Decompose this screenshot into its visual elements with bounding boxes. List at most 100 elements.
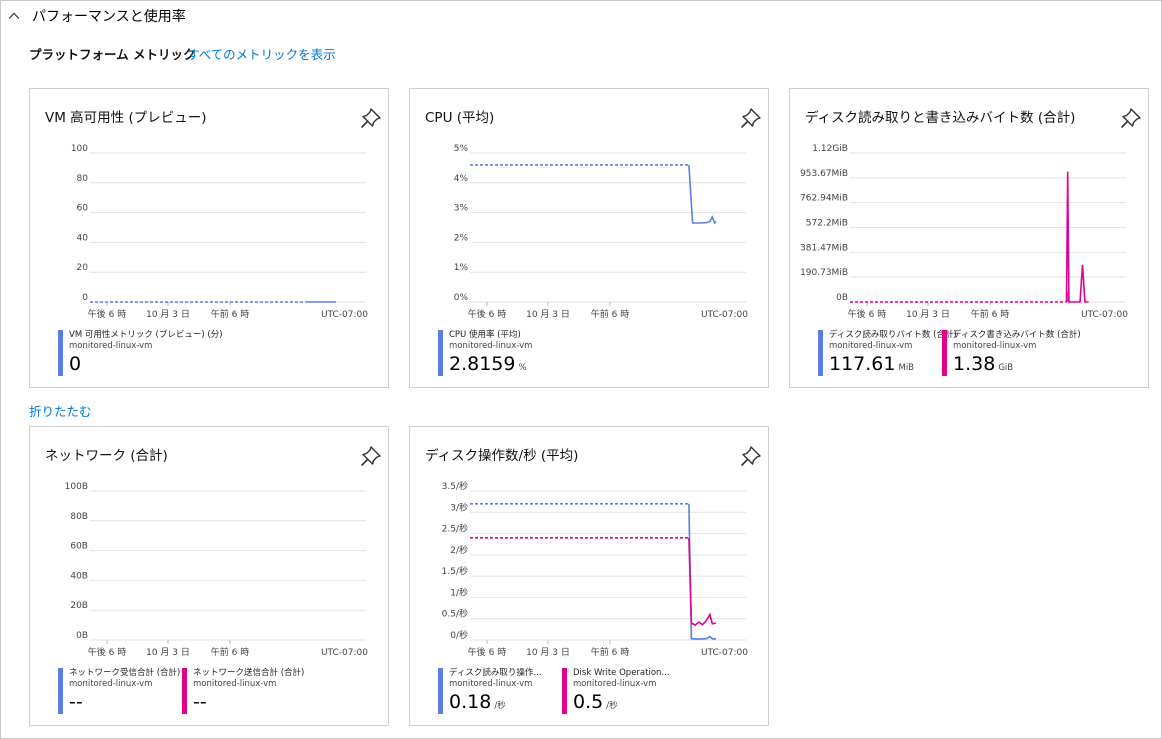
y-tick-label: 4%: [454, 174, 469, 184]
metric-card[interactable]: ネットワーク (合計) 100B 80B 60B 40B 20B 0B 午後 6 時 10 月 …: [29, 426, 389, 726]
timezone-label: UTC-07:00: [321, 648, 368, 658]
legend-color-bar: [438, 330, 443, 376]
y-tick-label: 0/秒: [450, 629, 468, 641]
legend-text: ネットワーク送信合計 (合計) monitored-linux-vm --: [193, 668, 304, 716]
legend-item[interactable]: CPU 使用率 (平均) monitored-linux-vm 2.8159%: [438, 330, 532, 378]
legend-resource: monitored-linux-vm: [449, 341, 533, 351]
legend-item[interactable]: ディスク読み取り操作... monitored-linux-vm 0.18/秒: [438, 668, 542, 716]
x-tick-label: 10 月 3 日: [146, 309, 190, 320]
series-line: [688, 503, 717, 640]
legend-color-bar: [438, 668, 443, 714]
y-tick-label: 0%: [454, 293, 469, 303]
legend-value-row: 117.61 MiB: [829, 353, 957, 379]
metric-card[interactable]: ディスク操作数/秒 (平均) 3.5/秒 3/秒 2.5/秒 2/秒 1.5/秒 1/秒 0.…: [409, 426, 769, 726]
y-tick-label: 80: [77, 174, 89, 184]
metric-card[interactable]: CPU (平均) 5% 4% 3% 2% 1% 0% 午後 6 時 10 月 3 日 午前 6 時…: [409, 88, 769, 388]
y-tick-label: 762.94MiB: [800, 194, 848, 204]
legend-label: VM 可用性メトリック (プレビュー) (分): [69, 330, 223, 340]
y-tick-label: 1%: [454, 263, 469, 273]
legend-color-bar: [58, 330, 63, 376]
legend-item[interactable]: VM 可用性メトリック (プレビュー) (分) monitored-linux-v…: [58, 330, 223, 378]
legend-label: ネットワーク受信合計 (合計): [69, 668, 181, 678]
y-tick-label: 1.12GiB: [812, 144, 848, 154]
view-all-metrics-link[interactable]: すべてのメトリックを表示: [187, 47, 336, 62]
x-tick-label: 午前 6 時: [211, 646, 249, 658]
y-tick-label: 2.5/秒: [442, 523, 468, 535]
y-tick-label: 0: [82, 293, 88, 303]
metric-card[interactable]: VM 高可用性 (プレビュー) 100 80 60 40 20 0 午後 6 時 10 月 3 …: [29, 88, 389, 388]
x-tick-label: 午前 6 時: [971, 308, 1009, 320]
legend-value: --: [193, 691, 207, 713]
timezone-label: UTC-07:00: [701, 310, 748, 320]
legend-item[interactable]: ディスク書き込みバイト数 (合計) monitored-linux-vm 1.38 G…: [942, 330, 1081, 378]
collapse-link[interactable]: 折りたたむ: [29, 404, 92, 419]
legend-text: ネットワーク受信合計 (合計) monitored-linux-vm --: [69, 668, 180, 716]
legend-text: CPU 使用率 (平均) monitored-linux-vm 2.8159%: [449, 330, 532, 378]
card-title: ネットワーク (合計): [45, 448, 168, 464]
y-tick-label: 60: [77, 204, 89, 214]
legend-value-row: 2.8159%: [449, 353, 532, 379]
legend-value-row: 1.38 GiB: [953, 353, 1081, 379]
legend-unit: MiB: [898, 363, 915, 373]
y-tick-label: 100: [71, 144, 88, 154]
legend-color-bar: [182, 668, 187, 714]
pin-icon[interactable]: [740, 445, 762, 467]
legend-resource: monitored-linux-vm: [449, 679, 533, 689]
metric-card[interactable]: ディスク読み取りと書き込みバイト数 (合計) 1.12GiB 953.67MiB 76…: [789, 88, 1149, 388]
line-chart: 5% 4% 3% 2% 1% 0% 午後 6 時 10 月 3 日 午前 6 時 UTC-07:0…: [454, 144, 749, 320]
y-tick-label: 5%: [454, 144, 469, 154]
legend-unit: /秒: [494, 701, 506, 711]
legend-color-bar: [58, 668, 63, 714]
legend-item[interactable]: ネットワーク送信合計 (合計) monitored-linux-vm --: [182, 668, 304, 716]
legend-value-row: --: [69, 691, 180, 713]
line-chart: 100 80 60 40 20 0午後 6 時 10 月 3 日 午前 6 時 UTC-07:0…: [71, 144, 368, 320]
y-tick-label: 40: [77, 233, 89, 243]
section-header[interactable]: パフォーマンスと使用率: [8, 6, 186, 26]
pin-icon[interactable]: [740, 107, 762, 129]
legend-item[interactable]: ネットワーク受信合計 (合計) monitored-linux-vm --: [58, 668, 180, 716]
x-tick-label: 10 月 3 日: [146, 647, 190, 658]
legend-resource: monitored-linux-vm: [573, 679, 657, 689]
series-line: [1065, 171, 1089, 303]
legend-text: ディスク読み取り操作... monitored-linux-vm 0.18/秒: [449, 668, 542, 716]
y-tick-label: 3.5/秒: [442, 480, 468, 492]
y-tick-label: 60B: [70, 542, 88, 552]
y-tick-label: 3/秒: [450, 501, 468, 513]
legend-unit: %: [518, 363, 527, 373]
section-title: パフォーマンスと使用率: [32, 9, 186, 25]
x-tick-label: 午前 6 時: [591, 646, 629, 658]
legend-value: 2.8159: [449, 353, 516, 375]
y-tick-label: 100B: [65, 482, 88, 492]
legend-resource: monitored-linux-vm: [193, 679, 277, 689]
legend-color-bar: [562, 668, 567, 714]
legend-value: 0.18: [449, 691, 492, 713]
legend-resource: monitored-linux-vm: [953, 341, 1037, 351]
x-tick-label: 午後 6 時: [88, 646, 126, 658]
y-tick-label: 20B: [70, 601, 88, 611]
pin-icon[interactable]: [1120, 107, 1142, 129]
y-tick-label: 190.73MiB: [800, 268, 848, 278]
legend-value-row: 0.18/秒: [449, 691, 542, 717]
pin-icon[interactable]: [360, 445, 382, 467]
y-tick-label: 0B: [836, 293, 848, 303]
legend-resource: monitored-linux-vm: [69, 679, 153, 689]
y-tick-label: 2/秒: [450, 544, 468, 556]
legend-color-bar: [942, 330, 947, 376]
legend-unit: /秒: [606, 701, 618, 711]
x-tick-label: 午前 6 時: [211, 308, 249, 320]
legend-item[interactable]: Disk Write Operation... monitored-linux-v…: [562, 668, 670, 716]
pin-icon[interactable]: [360, 107, 382, 129]
x-tick-label: 午後 6 時: [468, 308, 506, 320]
platform-metrics-title: プラットフォーム メトリック: [29, 47, 196, 62]
legend-resource: monitored-linux-vm: [829, 341, 913, 351]
legend-value: 0: [69, 353, 82, 375]
legend-unit: GiB: [998, 363, 1014, 373]
x-tick-label: 10 月 3 日: [906, 309, 950, 320]
legend-value: 0.5: [573, 691, 604, 713]
y-tick-label: 0.5/秒: [442, 608, 468, 620]
legend-item[interactable]: ディスク読み取りバイト数 (合計) monitored-linux-vm 117.6…: [818, 330, 957, 378]
legend-label: Disk Write Operation...: [573, 668, 670, 678]
chevron-up-icon[interactable]: [8, 10, 20, 22]
y-tick-label: 381.47MiB: [800, 243, 848, 253]
card-title: ディスク読み取りと書き込みバイト数 (合計): [805, 110, 1076, 126]
